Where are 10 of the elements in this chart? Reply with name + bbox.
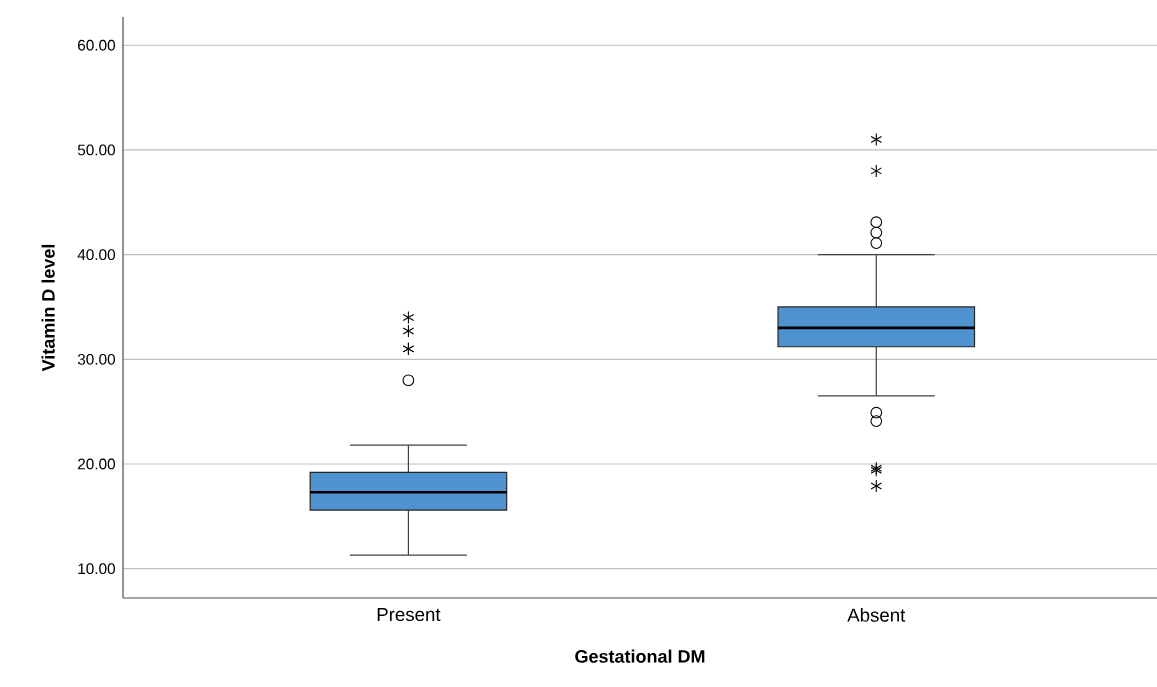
- y-tick-label: 20.00: [78, 458, 116, 470]
- x-tick-label: Absent: [847, 608, 906, 622]
- y-tick-label: 60.00: [78, 39, 116, 51]
- y-tick-label: 10.00: [78, 563, 116, 575]
- y-axis-title: Vitamin D level: [41, 244, 55, 372]
- x-axis-title: Gestational DM: [575, 649, 705, 663]
- x-tick-label: Present: [377, 608, 441, 622]
- y-tick-label: 50.00: [77, 144, 116, 156]
- y-tick-label: 40.00: [77, 249, 116, 261]
- y-tick-label: 30.00: [77, 353, 116, 365]
